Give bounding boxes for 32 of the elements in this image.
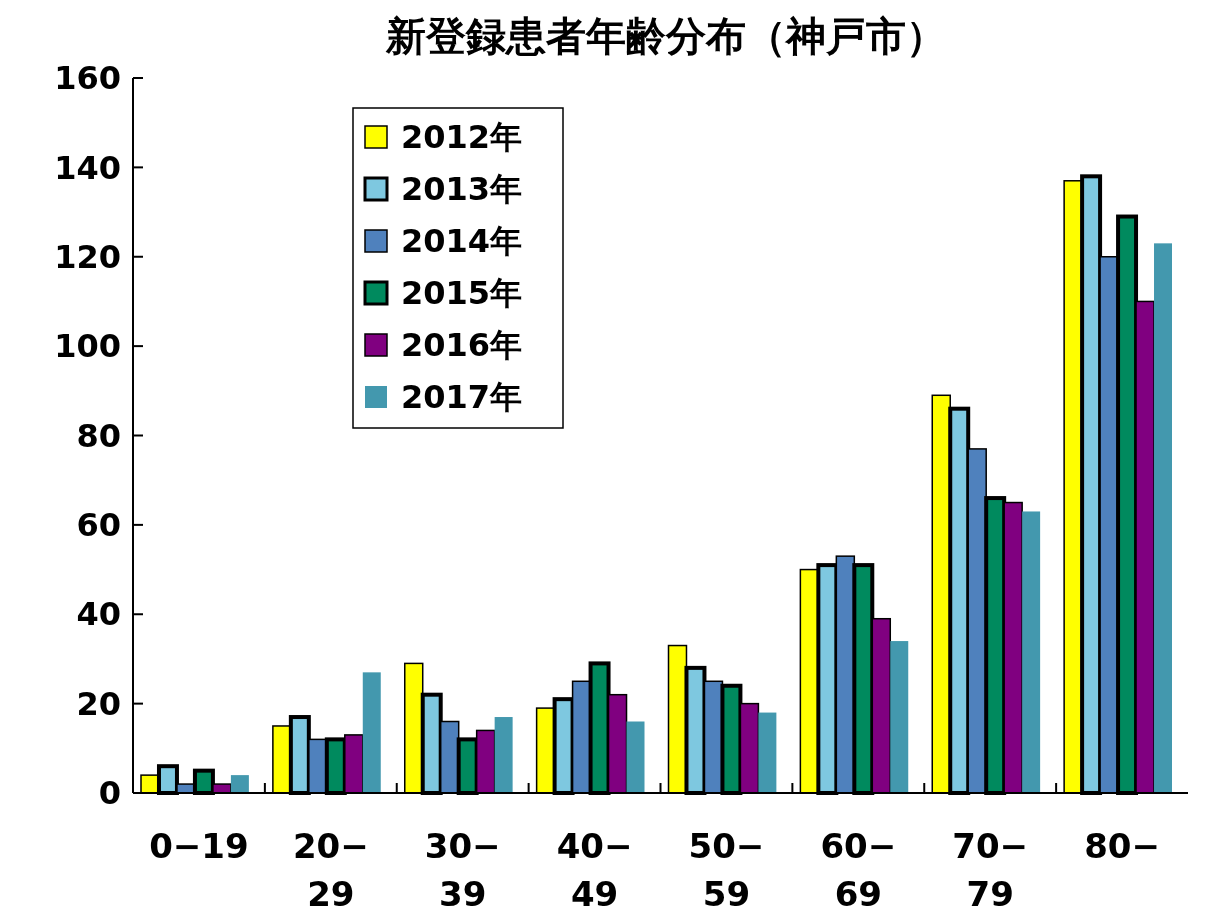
bar (230, 775, 249, 793)
y-tick-label: 40 (76, 595, 121, 634)
y-tick-label: 0 (98, 774, 121, 813)
x-tick-label: 70−79 (952, 826, 1029, 914)
bar (1022, 511, 1041, 793)
y-tick-label: 80 (76, 416, 121, 455)
chart-title: 新登録患者年齢分布（神戸市） (384, 13, 946, 59)
y-tick-label: 160 (54, 59, 121, 98)
y-tick-label: 100 (54, 327, 121, 366)
bar (626, 721, 645, 793)
x-tick-label: 40−49 (556, 826, 633, 914)
bar (758, 712, 777, 793)
bar (1154, 243, 1172, 793)
legend-label: 2014年 (401, 222, 523, 261)
bar (362, 672, 381, 793)
y-tick-label: 60 (76, 506, 121, 545)
legend-label: 2015年 (401, 274, 523, 313)
y-tick-label: 140 (54, 148, 121, 187)
x-tick-label: 20−29 (292, 826, 369, 914)
x-tick-label: 0−19 (149, 826, 249, 866)
y-tick-label: 120 (54, 237, 121, 276)
x-tick-label: 30−39 (424, 826, 501, 914)
x-tick-label: 60−69 (820, 826, 897, 914)
legend-label: 2017年 (401, 378, 523, 417)
legend-label: 2013年 (401, 170, 523, 209)
legend-label: 2012年 (401, 118, 523, 157)
bar (494, 717, 513, 793)
y-tick-label: 20 (76, 684, 121, 723)
bar (890, 641, 909, 793)
x-tick-label: 80− (1084, 826, 1160, 866)
legend-label: 2016年 (401, 326, 523, 365)
x-tick-label: 50−59 (688, 826, 765, 914)
